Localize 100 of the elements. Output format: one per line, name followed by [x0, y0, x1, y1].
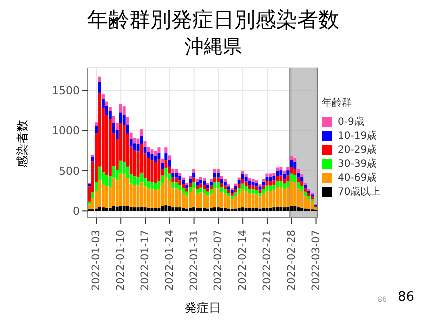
x-tick-label: 2022-01-31 [188, 230, 200, 292]
bar [210, 186, 213, 190]
bar [297, 182, 300, 189]
bar [216, 182, 220, 189]
bar [196, 179, 200, 182]
bar [220, 183, 224, 188]
bar [220, 208, 224, 212]
bar [238, 184, 241, 188]
bar [248, 189, 252, 194]
x-tick-label: 2022-03-07 [310, 230, 322, 292]
bar [276, 168, 280, 171]
bar [241, 184, 244, 190]
bar [262, 179, 266, 182]
bar [192, 172, 196, 178]
bar [255, 190, 258, 195]
bar [234, 196, 238, 209]
bar [140, 130, 144, 136]
bar [122, 174, 126, 206]
y-axis-title: 感染者数 [15, 120, 30, 168]
bar [112, 206, 116, 212]
bar [130, 207, 133, 212]
bar [266, 174, 269, 177]
bar [262, 189, 266, 194]
bar [248, 185, 252, 190]
bar [266, 208, 269, 212]
bar [308, 196, 311, 200]
bar [196, 182, 200, 186]
bar [150, 208, 154, 212]
bar [241, 178, 244, 184]
bar [241, 170, 244, 174]
bar [294, 168, 297, 176]
bar [238, 188, 241, 194]
bar [192, 188, 196, 208]
bar [154, 183, 158, 190]
bar [238, 180, 241, 184]
bar [136, 186, 140, 208]
bar [133, 176, 136, 186]
bar [280, 207, 283, 212]
bar [108, 208, 112, 212]
bar [161, 158, 164, 163]
bar [147, 181, 150, 189]
bar [133, 208, 136, 212]
legend-label: 0-9歳 [338, 116, 364, 129]
bar [178, 176, 182, 181]
bar [269, 174, 272, 177]
bar [105, 186, 108, 208]
bar [216, 178, 220, 183]
bar [269, 186, 272, 192]
bar [203, 178, 206, 182]
bar [276, 170, 280, 176]
x-tick-label: 2022-02-14 [237, 230, 250, 292]
bar [196, 189, 200, 194]
x-tick-label: 2022-01-24 [164, 230, 176, 292]
bar [244, 191, 248, 208]
bar [186, 185, 189, 189]
bar [290, 167, 294, 174]
bar [122, 206, 126, 212]
bar [269, 208, 272, 212]
bar [308, 193, 311, 196]
bar [290, 181, 294, 206]
bar [158, 148, 161, 153]
bar [164, 176, 168, 206]
bar [227, 186, 230, 190]
bar [283, 170, 286, 174]
bar [213, 182, 216, 189]
legend-label: 70歳以上 [338, 186, 381, 199]
bar [220, 192, 224, 208]
bar [300, 208, 304, 212]
bar [154, 151, 158, 156]
bar [189, 192, 192, 208]
bar [213, 169, 216, 173]
bar [164, 206, 168, 212]
x-tick-label: 2022-01-10 [115, 230, 128, 292]
y-tick-label: 500 [59, 164, 80, 178]
bar [108, 119, 112, 177]
bar [130, 138, 133, 147]
bar [172, 208, 175, 212]
bar [175, 172, 178, 178]
bar [102, 208, 105, 212]
bar [94, 122, 98, 126]
bar [200, 180, 203, 184]
bar [213, 208, 216, 212]
bar [252, 189, 255, 194]
bar [105, 208, 108, 212]
bar [164, 148, 168, 153]
bar [300, 191, 304, 208]
bar [172, 182, 175, 189]
bar [200, 192, 203, 208]
bar [206, 192, 210, 196]
bar [220, 178, 224, 184]
x-axis-title: 発症日 [185, 301, 221, 315]
bar [175, 182, 178, 189]
bar [304, 185, 308, 189]
bar [297, 178, 300, 183]
bar [140, 182, 144, 208]
bar [119, 206, 122, 212]
bar [116, 206, 119, 212]
bar [262, 182, 266, 186]
legend-label: 10-19歳 [338, 130, 378, 143]
bar [175, 188, 178, 208]
